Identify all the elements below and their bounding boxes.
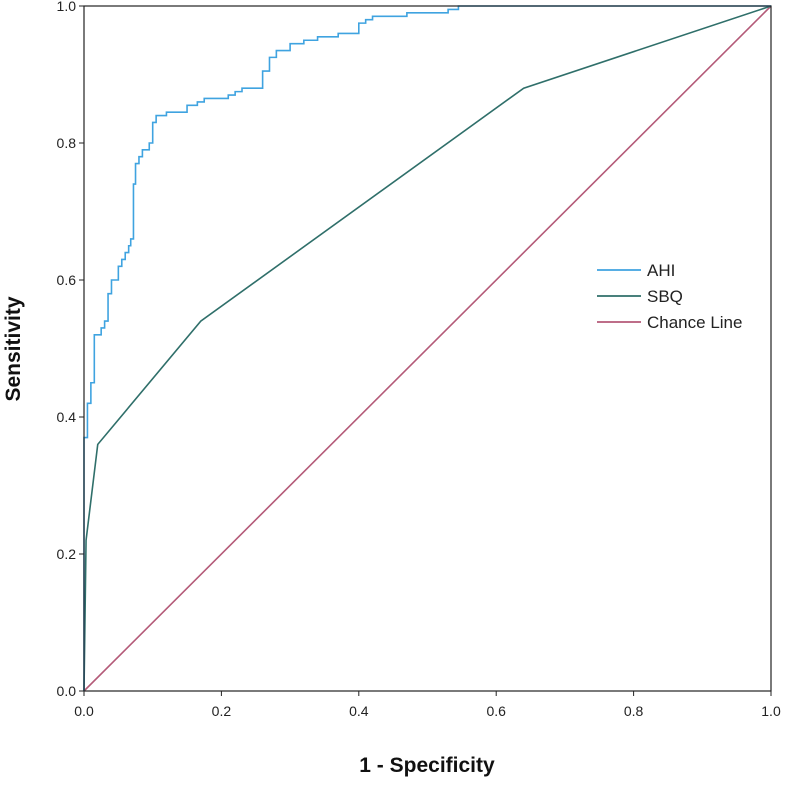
x-tick-label: 0.2 [212, 703, 232, 719]
x-tick-label: 0.6 [486, 703, 506, 719]
y-tick-label: 0.8 [57, 135, 77, 151]
series-line-ahi [83, 5, 771, 691]
legend-label: AHI [647, 261, 675, 280]
y-axis-title: Sensitivity [2, 296, 25, 401]
x-axis-ticks: 0.0 0.2 0.4 0.6 0.8 1.0 [74, 691, 781, 719]
series-layer [83, 5, 772, 692]
y-tick-label: 1.0 [57, 0, 77, 14]
legend-item-chance-line: Chance Line [597, 313, 742, 332]
legend: AHI SBQ Chance Line [597, 261, 742, 332]
legend-label: Chance Line [647, 313, 742, 332]
y-tick-label: 0.4 [57, 409, 77, 425]
x-tick-label: 0.0 [74, 703, 94, 719]
plot-frame [83, 5, 772, 692]
y-tick-label: 0.6 [57, 272, 77, 288]
y-axis-ticks: 0.0 0.2 0.4 0.6 0.8 1.0 [57, 0, 84, 699]
y-tick-label: 0.0 [57, 683, 77, 699]
series-line-chance-line [83, 5, 772, 692]
legend-item-ahi: AHI [597, 261, 675, 280]
y-tick-label: 0.2 [57, 546, 77, 562]
x-tick-label: 0.4 [349, 703, 369, 719]
series-line-sbq [83, 5, 772, 692]
x-tick-label: 1.0 [761, 703, 781, 719]
x-tick-label: 0.8 [624, 703, 644, 719]
legend-label: SBQ [647, 287, 683, 306]
legend-item-sbq: SBQ [597, 287, 683, 306]
x-axis-title: 1 - Specificity [359, 754, 495, 777]
